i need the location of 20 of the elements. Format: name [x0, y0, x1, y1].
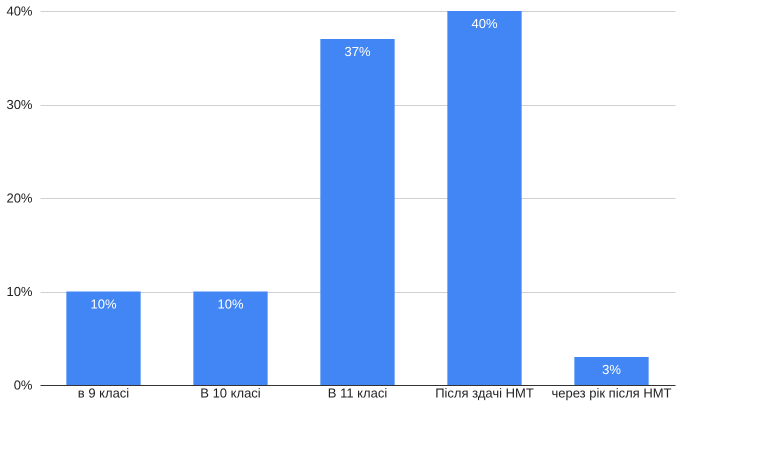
data-label: 10%	[217, 296, 244, 312]
bar	[447, 11, 522, 385]
y-tick-label: 40%	[6, 4, 33, 18]
y-tick-label: 20%	[6, 190, 33, 206]
data-label: 3%	[602, 362, 622, 377]
y-tick-label: 30%	[6, 97, 33, 112]
data-label: 10%	[90, 296, 117, 312]
x-tick-label: Після здачі НМТ	[435, 386, 534, 400]
bar	[193, 292, 268, 385]
data-label: 37%	[344, 44, 371, 60]
x-tick-label: в 9 класі	[78, 386, 130, 400]
y-tick-label: 10%	[6, 284, 33, 299]
bar	[66, 292, 141, 385]
x-tick-label: через рік після НМТ	[552, 386, 672, 400]
data-label: 40%	[471, 16, 498, 31]
bar	[574, 356, 649, 385]
bar	[320, 39, 395, 385]
x-tick-label: В 10 класі	[200, 386, 261, 400]
x-tick-label: В 11 класі	[328, 386, 388, 400]
y-tick-label: 0%	[14, 378, 33, 392]
